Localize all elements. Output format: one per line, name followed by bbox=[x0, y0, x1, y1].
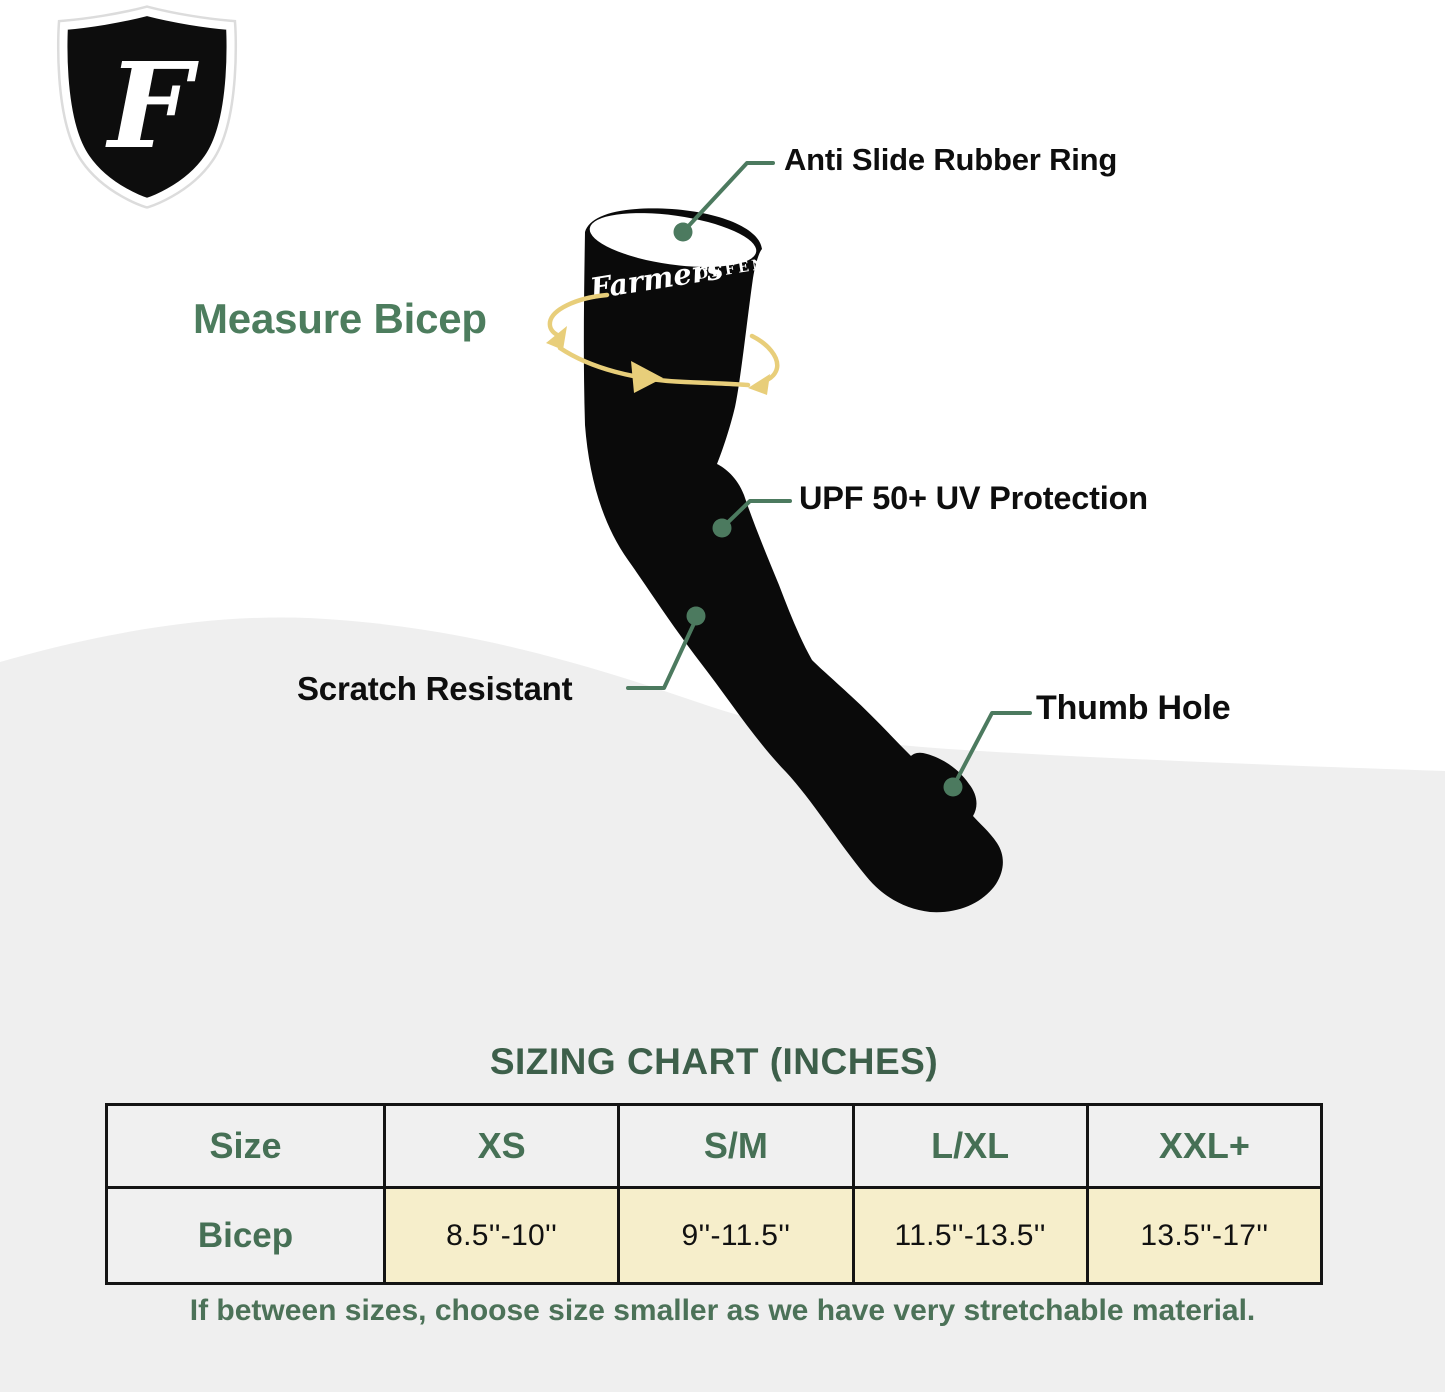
column-header-size: Size bbox=[105, 1103, 386, 1189]
bicep-value-lxl: 11.5''-13.5'' bbox=[851, 1186, 1089, 1285]
scratch-dot bbox=[686, 606, 706, 626]
upf-dot bbox=[712, 518, 732, 538]
sizing-chart-table: Size XS S/M L/XL XXL+ Bicep 8.5''-10'' 9… bbox=[105, 1103, 1324, 1285]
column-header-xxl: XXL+ bbox=[1085, 1103, 1324, 1189]
bicep-value-sm: 9''-11.5'' bbox=[617, 1186, 855, 1285]
measure-arrow bbox=[547, 292, 780, 388]
thumb-line bbox=[951, 711, 1032, 789]
scratch-line bbox=[626, 615, 699, 690]
bicep-value-xxl: 13.5''-17'' bbox=[1085, 1186, 1324, 1285]
callout-dots bbox=[673, 222, 963, 797]
sleeve-opening bbox=[589, 213, 757, 267]
anti-slide-line bbox=[681, 161, 775, 234]
measure-bicep-label: Measure Bicep bbox=[193, 295, 487, 342]
measure-arrowheads bbox=[546, 326, 770, 395]
column-header-sm: S/M bbox=[617, 1103, 855, 1189]
sizing-header-row: Size XS S/M L/XL XXL+ bbox=[105, 1103, 1324, 1189]
thumb-hole-label: Thumb Hole bbox=[1036, 689, 1231, 727]
sizing-chart-title: SIZING CHART (INCHES) bbox=[489, 1041, 939, 1082]
anti-slide-dot bbox=[673, 222, 693, 242]
sizing-note: If between sizes, choose size smaller as… bbox=[189, 1294, 1256, 1327]
anti-slide-label: Anti Slide Rubber Ring bbox=[784, 142, 1118, 177]
upf-label: UPF 50+ UV Protection bbox=[799, 480, 1148, 516]
column-header-lxl: L/XL bbox=[851, 1103, 1089, 1189]
thumb-dot bbox=[943, 777, 963, 797]
scratch-resistant-label: Scratch Resistant bbox=[297, 670, 573, 707]
column-header-xs: XS bbox=[382, 1103, 621, 1189]
bicep-value-xs: 8.5''-10'' bbox=[382, 1186, 621, 1285]
callout-lines bbox=[626, 161, 1032, 789]
upf-line bbox=[720, 499, 792, 530]
shield-initial: F bbox=[105, 36, 199, 175]
sizing-data-row: Bicep 8.5''-10'' 9''-11.5'' 11.5''-13.5'… bbox=[105, 1186, 1324, 1285]
brand-shield-logo: F bbox=[56, 5, 238, 209]
row-label-bicep: Bicep bbox=[105, 1186, 386, 1285]
